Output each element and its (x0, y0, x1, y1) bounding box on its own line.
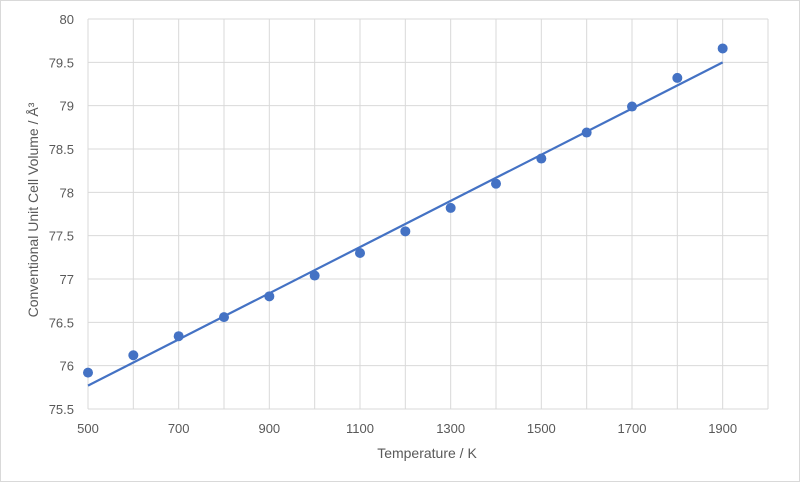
data-point (128, 350, 139, 361)
x-tick-label: 500 (77, 421, 99, 436)
y-tick-label: 75.5 (49, 402, 74, 417)
data-point (491, 178, 501, 189)
y-tick-label: 76 (60, 359, 74, 374)
data-point (400, 226, 411, 237)
linear-trendline (87, 61, 724, 387)
data-point (219, 312, 229, 323)
x-tick-labels: 500 700 900 1100 1300 1500 1700 1900 (77, 421, 737, 436)
data-points (83, 43, 728, 378)
x-tick-label: 1100 (346, 421, 374, 436)
x-tick-label: 1900 (708, 421, 737, 436)
y-tick-label: 77 (60, 272, 74, 287)
data-point (672, 72, 683, 83)
x-axis-title: Temperature / K (377, 445, 477, 461)
x-tick-label: 1500 (527, 421, 556, 436)
x-tick-label: 700 (168, 421, 190, 436)
x-tick-label: 900 (258, 421, 280, 436)
data-point (581, 127, 592, 138)
data-point (173, 331, 184, 342)
y-tick-label: 78 (60, 185, 74, 200)
data-point (355, 248, 365, 258)
data-point (309, 270, 320, 281)
trendline-group (87, 61, 724, 387)
y-tick-label: 80 (60, 12, 74, 27)
data-point (83, 367, 93, 378)
y-tick-label: 77.5 (49, 229, 74, 244)
data-point (717, 43, 728, 54)
data-point (627, 101, 637, 112)
y-tick-labels: 75.5 76 76.5 77 77.5 78 78.5 79 79.5 80 (49, 12, 74, 417)
gridlines (87, 18, 769, 410)
data-point (264, 291, 275, 302)
data-point (445, 202, 456, 213)
y-axis-title: Conventional Unit Cell Volume / Å³ (25, 102, 41, 317)
x-tick-label: 1300 (436, 421, 465, 436)
y-tick-label: 79.5 (49, 55, 74, 70)
x-tick-label: 1700 (618, 421, 647, 436)
y-tick-label: 78.5 (49, 142, 74, 157)
y-tick-label: 76.5 (49, 315, 74, 330)
y-tick-label: 79 (60, 99, 74, 114)
data-point (536, 153, 547, 164)
